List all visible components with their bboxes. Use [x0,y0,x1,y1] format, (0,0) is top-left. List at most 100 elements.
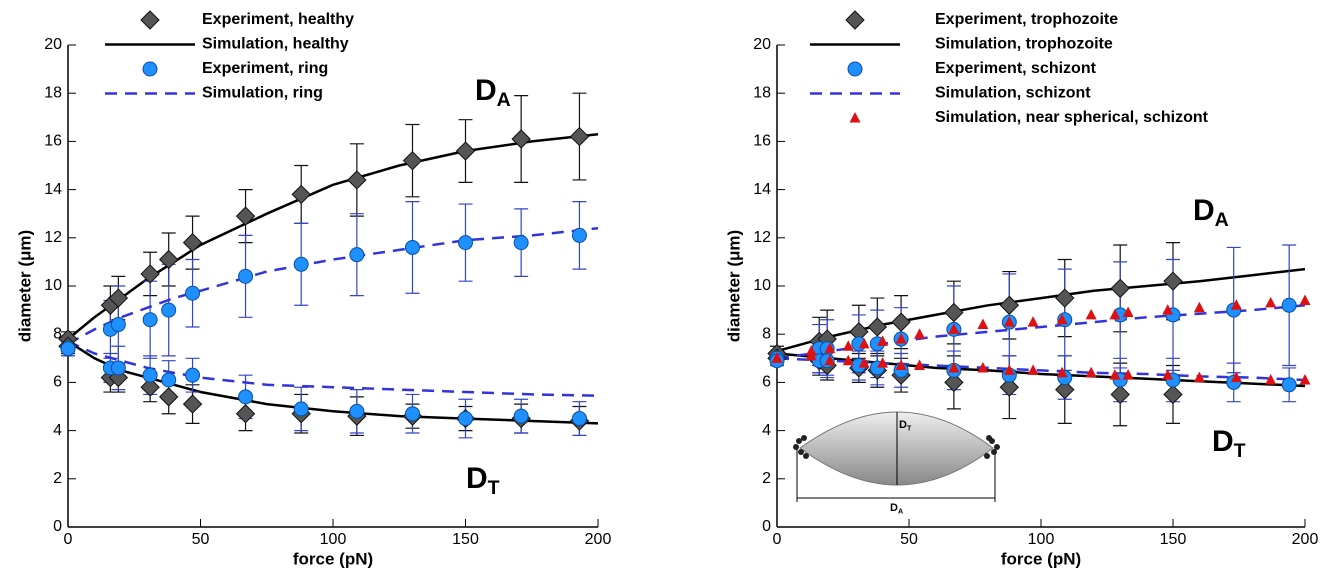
triangle-marker [948,361,960,373]
x-axis-label: force (pN) [1001,549,1081,568]
triangle-marker [1230,371,1242,383]
circle-marker [185,285,201,301]
diamond-marker [140,264,160,284]
x-tick-label: 0 [773,531,782,548]
legend-swatch [142,61,158,77]
y-tick-label: 20 [753,36,771,53]
y-tick-label: 10 [753,277,771,294]
triangle-marker [895,333,907,344]
diamond-marker [1055,288,1075,308]
triangle-marker [1299,294,1311,305]
diamond-marker [867,317,888,337]
diamond-marker [999,295,1020,315]
triangle-marker [1027,364,1039,375]
legend-label: Experiment, ring [202,60,328,77]
circle-marker [571,227,587,243]
inset [793,411,1000,502]
triangle-marker [858,337,870,349]
diamond-marker [1110,384,1130,405]
x-tick-label: 100 [1028,531,1055,548]
circle-marker [458,235,473,251]
y-tick-label: 12 [44,229,62,246]
diamond-marker [182,394,203,414]
diamond-marker [140,377,160,397]
y-tick-label: 16 [44,133,62,150]
legend-label: Simulation, trophozoite [935,36,1113,53]
diamond-marker [944,302,964,323]
diamond-marker [108,288,129,308]
y-tick-label: 8 [762,325,771,342]
diamond-marker [291,184,311,205]
legend-swatch [849,112,861,123]
diamond-marker [891,312,911,332]
x-tick-label: 150 [1160,531,1187,548]
annotation: DT [1212,425,1246,462]
circle-marker [161,372,177,388]
triangle-marker [1056,313,1068,325]
sim-line [67,226,599,345]
legend-swatch [845,10,865,30]
diamond-marker [944,372,964,393]
y-tick-label: 2 [53,470,62,487]
triangle-marker [1230,299,1242,310]
y-tick-label: 16 [753,133,771,150]
y-tick-label: 14 [753,181,771,198]
circle-marker [110,360,126,376]
circle-marker [349,247,365,263]
x-tick-label: 100 [320,531,347,548]
triangle-marker [842,354,854,366]
circle-marker [142,312,158,328]
y-tick-label: 14 [44,181,62,198]
triangle-marker [914,328,926,339]
circle-marker [161,302,177,318]
circle-marker [513,408,529,424]
triangle-marker [1109,369,1121,380]
triangle-marker [1193,301,1205,313]
circle-marker [238,268,254,284]
legend-label: Experiment, healthy [202,11,354,28]
legend-swatch [847,61,863,77]
circle-marker [349,403,365,419]
circle-marker [142,367,158,383]
triangle-marker [1109,308,1121,320]
annotation-sub: A [1215,209,1229,231]
diamond-marker [569,126,590,147]
circle-marker [458,411,473,427]
annotation-main: D [475,74,497,107]
x-axis-label: force (pN) [293,549,373,568]
triangle-marker [1027,316,1039,327]
triangle-marker [1162,304,1174,315]
annotation-main: D [1212,425,1234,458]
inset-beads [793,435,1000,459]
circle-marker [1281,377,1297,393]
circle-marker [185,367,201,383]
circle-marker [110,317,126,333]
diamond-marker [1110,278,1130,299]
diamond-marker [1055,379,1075,400]
triangle-marker [858,357,870,368]
triangle-marker [824,354,836,366]
triangle-marker [877,335,889,346]
triangle-marker [877,357,889,368]
y-tick-label: 6 [762,374,771,391]
inset-label: DT [899,419,912,432]
y-tick-label: 0 [762,518,771,535]
legend-label: Simulation, ring [202,85,323,102]
triangle-marker [1265,296,1277,308]
x-tick-label: 50 [900,531,918,548]
y-tick-label: 4 [762,422,771,439]
triangle-marker [1003,316,1015,327]
y-tick-label: 10 [44,277,62,294]
triangle-marker [1122,306,1134,318]
legend-label: Experiment, schizont [935,60,1097,77]
annotation-sub: T [488,477,500,499]
triangle-marker [824,342,836,354]
triangle-marker [805,349,817,361]
annotation-main: D [1193,194,1215,227]
diamond-marker [235,404,256,424]
circle-marker [1281,297,1297,313]
diamond-marker [182,232,203,253]
x-tick-label: 200 [585,531,612,548]
triangle-marker [1162,369,1174,380]
y-tick-label: 4 [53,422,62,439]
